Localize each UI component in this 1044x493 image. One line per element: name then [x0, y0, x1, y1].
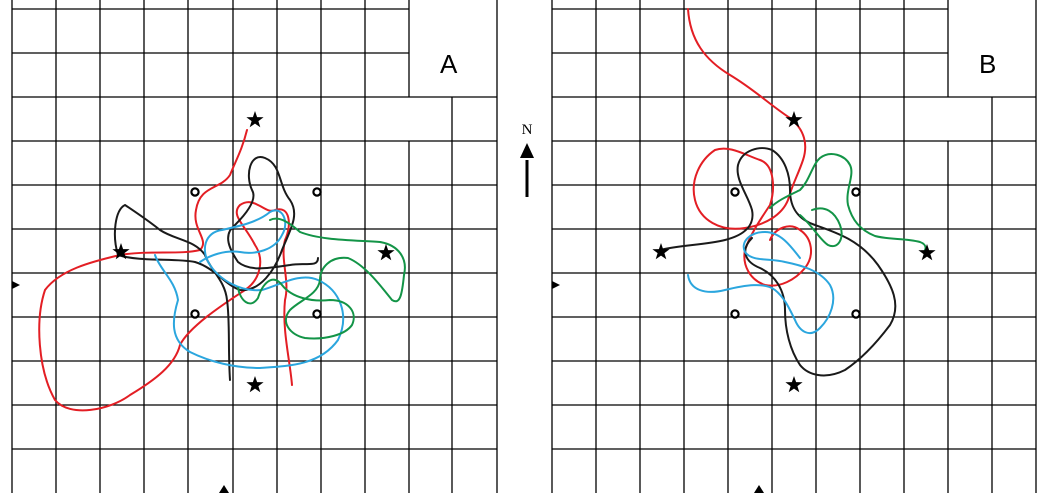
start-marker-icon	[552, 281, 560, 289]
panel-a: A	[11, 0, 498, 493]
panel-a-label: A	[440, 49, 458, 79]
panel-b-label: B	[979, 49, 996, 79]
panel-a-track-black	[113, 156, 319, 381]
hole-icon	[312, 309, 322, 319]
north-arrow-icon: N	[520, 122, 534, 197]
panel-a-track-red	[38, 129, 293, 412]
panel-b-track-green	[769, 153, 927, 251]
panel-b-track-black	[659, 147, 897, 377]
star-icon	[918, 244, 936, 261]
hole-icon	[312, 187, 322, 197]
hole-icon	[730, 309, 740, 319]
hole-icon	[190, 187, 200, 197]
star-icon	[652, 243, 670, 260]
star-icon	[246, 111, 264, 128]
start-marker-icon	[12, 281, 20, 289]
panel-a-track-blue	[154, 209, 345, 369]
star-icon	[785, 376, 803, 393]
panel-b-track-blue	[687, 231, 835, 335]
north-label: N	[522, 122, 533, 138]
hole-icon	[851, 309, 861, 319]
start-marker-icon	[219, 485, 229, 493]
hole-icon	[730, 187, 740, 197]
panel-a-track-green	[237, 217, 406, 340]
hole-icon	[851, 187, 861, 197]
star-icon	[785, 111, 803, 128]
star-icon	[246, 376, 264, 393]
star-icon	[377, 244, 395, 261]
panel-b: B	[551, 0, 1037, 493]
start-marker-icon	[754, 485, 764, 493]
hole-icon	[190, 309, 200, 319]
panel-b-grid	[551, 0, 1037, 493]
star-icon	[112, 243, 130, 260]
panel-a-grid	[11, 0, 498, 493]
